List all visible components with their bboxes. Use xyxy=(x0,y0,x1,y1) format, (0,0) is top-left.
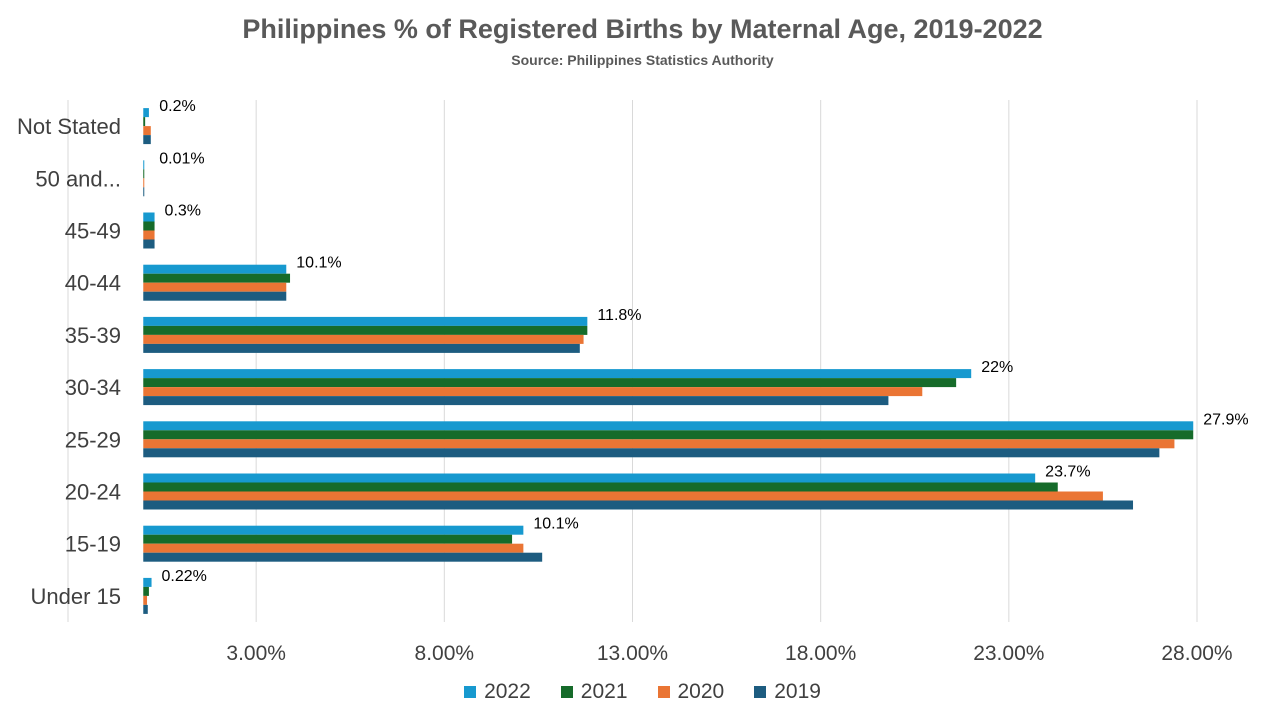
bar xyxy=(143,482,1058,492)
data-label: 10.1% xyxy=(296,255,341,272)
bar xyxy=(143,421,1194,431)
category-label: 20-24 xyxy=(65,480,121,505)
category-label: Under 15 xyxy=(30,584,121,609)
bar xyxy=(143,604,148,614)
bar xyxy=(143,577,152,587)
bar xyxy=(143,316,588,326)
bar xyxy=(143,325,588,335)
bar xyxy=(143,264,287,274)
data-label: 11.8% xyxy=(597,307,641,324)
category-label: 35-39 xyxy=(65,323,121,348)
bar xyxy=(143,448,1160,458)
bar xyxy=(143,543,524,553)
legend-label: 2022 xyxy=(484,680,531,703)
legend-item: 2021 xyxy=(560,680,628,704)
legend-item: 2022 xyxy=(464,680,531,704)
bar xyxy=(143,160,145,170)
x-tick-label: 3.00% xyxy=(226,642,286,665)
bar xyxy=(143,117,146,127)
bar xyxy=(143,221,155,231)
legend-item: 2019 xyxy=(754,680,821,704)
bar xyxy=(143,126,151,136)
data-label: 23.7% xyxy=(1045,464,1090,481)
bar xyxy=(143,552,543,562)
category-label: 40-44 xyxy=(65,271,121,296)
x-tick-label: 18.00% xyxy=(785,642,856,665)
legend-label: 2019 xyxy=(774,680,821,703)
bar xyxy=(143,595,148,605)
legend-swatch xyxy=(464,686,477,698)
data-label: 22% xyxy=(981,359,1013,376)
bar xyxy=(143,439,1175,449)
data-label: 0.3% xyxy=(165,203,201,220)
bar xyxy=(143,239,155,249)
bar xyxy=(143,473,1036,483)
bar xyxy=(143,534,513,544)
legend: 2022 2021 2020 2019 xyxy=(0,680,1280,704)
chart-title: Philippines % of Registered Births by Ma… xyxy=(242,14,1043,44)
category-label: 50 and... xyxy=(35,166,121,191)
bar xyxy=(143,178,145,188)
bar xyxy=(143,108,149,118)
x-tick-label: 28.00% xyxy=(1161,642,1232,665)
bar xyxy=(143,135,151,145)
legend-label: 2020 xyxy=(677,680,725,703)
category-label: 25-29 xyxy=(65,427,121,452)
bar xyxy=(143,334,584,344)
bar xyxy=(143,291,287,301)
x-tick-label: 8.00% xyxy=(415,642,475,665)
chart-subtitle: Source: Philippines Statistics Authority xyxy=(511,52,774,68)
legend-item: 2020 xyxy=(657,680,725,704)
bar xyxy=(143,282,287,292)
bar xyxy=(143,586,149,596)
bar xyxy=(143,273,291,283)
bar xyxy=(143,500,1134,510)
bar xyxy=(143,491,1103,501)
category-label: 15-19 xyxy=(65,532,121,557)
bar xyxy=(143,525,524,535)
category-label: Not Stated xyxy=(17,114,121,139)
bar xyxy=(143,187,145,197)
data-label: 0.22% xyxy=(162,568,207,585)
bar xyxy=(143,387,923,397)
data-label: 27.9% xyxy=(1203,411,1248,428)
bar xyxy=(143,169,145,179)
bar xyxy=(143,343,580,353)
data-label: 0.01% xyxy=(159,150,204,167)
bar xyxy=(143,430,1194,440)
x-tick-label: 13.00% xyxy=(597,642,668,665)
category-label: 30-34 xyxy=(65,375,121,400)
legend-swatch xyxy=(754,686,767,698)
bar xyxy=(143,396,889,406)
bar xyxy=(143,378,957,388)
legend-swatch xyxy=(560,686,573,698)
data-label: 0.2% xyxy=(159,98,195,115)
bar xyxy=(143,230,155,240)
x-tick-label: 23.00% xyxy=(973,642,1044,665)
category-label: 45-49 xyxy=(65,219,121,244)
data-label: 10.1% xyxy=(533,516,578,533)
bar xyxy=(143,212,155,222)
bar xyxy=(143,369,972,379)
legend-swatch xyxy=(657,686,670,698)
legend-label: 2021 xyxy=(580,680,628,703)
